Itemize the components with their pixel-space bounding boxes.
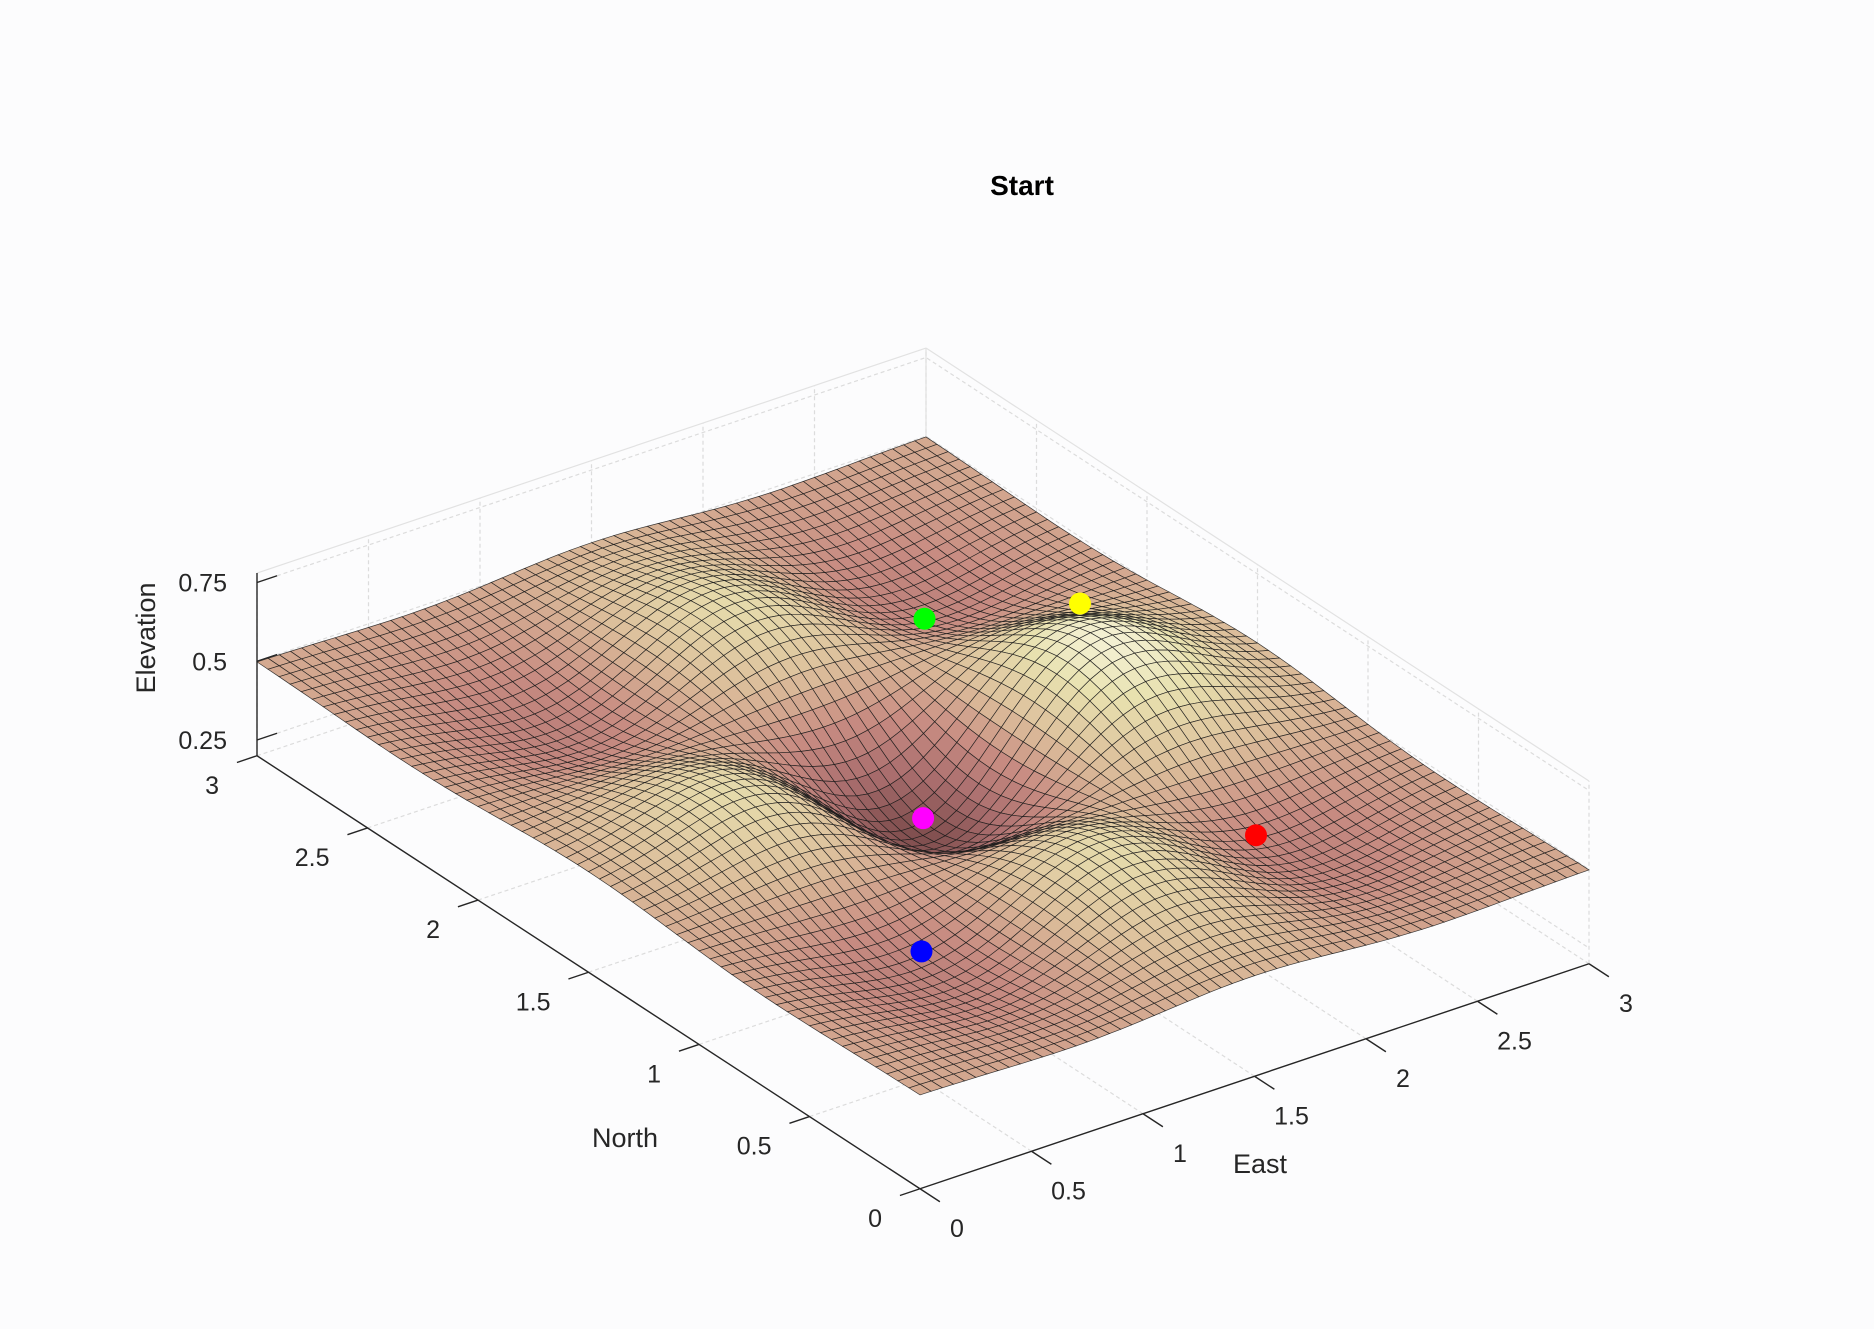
y-tick-label: 2.5 xyxy=(295,844,330,872)
y-tick-mark xyxy=(789,1115,810,1124)
marker-point-3 xyxy=(1245,824,1267,847)
x-tick-label: 1 xyxy=(1173,1140,1187,1168)
surface-mesh xyxy=(256,436,1590,1096)
z-tick-mark xyxy=(256,732,278,741)
grid-line-z xyxy=(256,356,1590,792)
x-tick-mark xyxy=(919,1188,941,1203)
x-tick-label: 1.5 xyxy=(1274,1102,1309,1130)
y-tick-mark xyxy=(347,827,368,836)
z-tick-mark xyxy=(256,653,278,662)
z-tick-label: 0.25 xyxy=(178,727,227,755)
y-tick-mark xyxy=(678,1043,700,1052)
box-edge xyxy=(925,347,1590,782)
x-tick-label: 3 xyxy=(1619,990,1633,1018)
y-tick-label: 0 xyxy=(868,1205,882,1233)
marker-point-1 xyxy=(1069,592,1091,615)
y-tick-mark xyxy=(457,899,479,908)
x-tick-mark xyxy=(1254,1075,1275,1090)
y-tick-mark xyxy=(568,971,589,980)
z-tick-label: 0.5 xyxy=(192,648,227,676)
marker-point-0 xyxy=(913,607,936,630)
axes-layer: 0 0.5 1 1.5 2 2.5 3 0 0.5 1 1.5 2 2.5 3 0.25 0.5 0.75 xyxy=(178,570,1633,1243)
marker-points xyxy=(910,592,1267,963)
y-tick-label: 1 xyxy=(647,1060,661,1088)
x-tick-label: 0 xyxy=(950,1215,964,1243)
y-tick-label: 2 xyxy=(426,916,440,944)
z-tick-mark xyxy=(256,575,278,584)
surface-patch xyxy=(908,1083,932,1096)
y-tick-label: 3 xyxy=(205,772,219,800)
x-tick-mark xyxy=(1477,1000,1498,1015)
y-tick-label: 1.5 xyxy=(516,988,551,1016)
y-tick-label: 0.5 xyxy=(737,1133,772,1161)
y-axis-label: North xyxy=(592,1123,658,1153)
chart-title: Start xyxy=(990,170,1054,201)
x-tick-label: 2.5 xyxy=(1497,1027,1532,1055)
x-tick-mark xyxy=(1142,1113,1164,1128)
marker-point-2 xyxy=(912,807,935,830)
y-tick-mark xyxy=(899,1188,921,1197)
x-axis-label: East xyxy=(1233,1149,1288,1179)
z-tick-label: 0.75 xyxy=(178,570,227,598)
x-tick-label: 0.5 xyxy=(1051,1177,1086,1205)
x-tick-label: 2 xyxy=(1396,1065,1410,1093)
x-tick-mark xyxy=(1365,1038,1387,1053)
z-axis-label: Elevation xyxy=(131,582,161,693)
y-tick-mark xyxy=(236,755,258,764)
box-edge xyxy=(256,347,927,574)
x-tick-mark xyxy=(1031,1150,1052,1165)
marker-point-4 xyxy=(910,940,933,963)
x-tick-mark xyxy=(1588,963,1610,978)
